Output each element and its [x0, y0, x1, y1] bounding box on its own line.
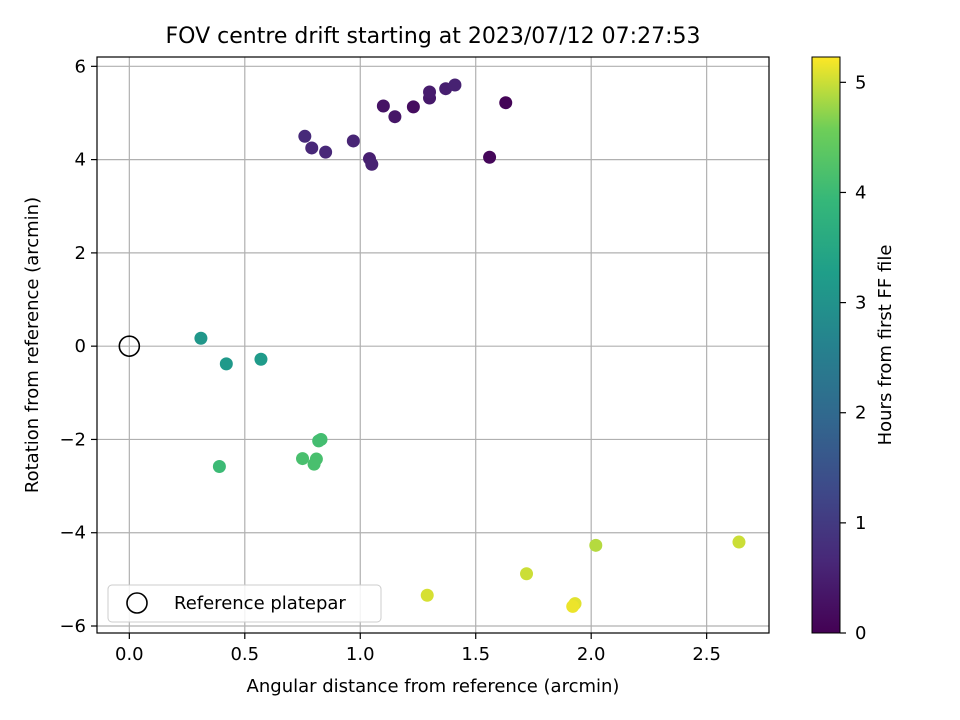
x-axis-label: Angular distance from reference (arcmin)	[247, 676, 620, 697]
data-point	[219, 357, 233, 371]
data-point	[589, 538, 603, 552]
colorbar-label: Hours from first FF file	[875, 245, 896, 446]
reference-platepar-marker	[118, 335, 141, 357]
colorbar: 0 1 2 3 4 5 Hours from first FF file	[811, 56, 896, 644]
data-point	[298, 129, 312, 143]
colorbar-tick-label: 5	[855, 72, 866, 93]
y-axis-ticks: −6 −4 −2 0 2 4 6	[59, 56, 97, 637]
data-point	[307, 457, 321, 471]
colorbar-ticks: 0 1 2 3 4 5	[840, 72, 866, 644]
chart-title: FOV centre drift starting at 2023/07/12 …	[166, 24, 701, 49]
plot-background	[97, 57, 769, 633]
x-tick-label: 2.5	[692, 644, 721, 665]
colorbar-tick-label: 1	[855, 513, 866, 534]
data-point	[305, 141, 319, 155]
data-point	[520, 567, 534, 581]
x-tick-label: 1.5	[461, 644, 490, 665]
data-point	[254, 352, 268, 366]
data-point	[420, 588, 434, 602]
data-point	[499, 96, 513, 110]
x-axis-ticks: 0.0 0.5 1.0 1.5 2.0 2.5	[115, 633, 721, 665]
x-tick-label: 2.0	[577, 644, 606, 665]
colorbar-tick-label: 0	[855, 623, 866, 644]
data-point	[346, 134, 360, 148]
data-point	[388, 110, 402, 124]
y-tick-label: −6	[59, 616, 86, 637]
colorbar-tick-label: 3	[855, 293, 866, 314]
colorbar-tick-label: 4	[855, 182, 866, 203]
y-tick-label: 4	[75, 150, 86, 171]
data-points	[194, 78, 746, 613]
x-tick-label: 1.0	[346, 644, 375, 665]
data-point	[365, 157, 379, 171]
data-point	[319, 145, 333, 159]
data-point	[314, 432, 328, 446]
plot-frame	[96, 56, 770, 634]
y-tick-label: −2	[59, 429, 86, 450]
legend-box	[107, 584, 382, 623]
x-tick-label: 0.5	[230, 644, 259, 665]
colorbar-tick-label: 2	[855, 403, 866, 424]
colorbar-gradient	[811, 56, 841, 634]
data-point	[483, 150, 497, 164]
data-point	[566, 599, 580, 613]
data-point	[732, 535, 746, 549]
legend-entry-label: Reference platepar	[174, 593, 346, 614]
data-point	[376, 99, 390, 113]
y-tick-label: 2	[75, 243, 86, 264]
y-axis-label: Rotation from reference (arcmin)	[22, 197, 43, 493]
y-tick-label: 0	[75, 336, 86, 357]
y-tick-label: −4	[59, 523, 86, 544]
data-point	[212, 459, 226, 473]
x-tick-label: 0.0	[115, 644, 144, 665]
grid-lines	[97, 57, 769, 633]
data-point	[296, 452, 310, 466]
y-tick-label: 6	[75, 56, 86, 77]
legend: Reference platepar	[107, 584, 382, 623]
data-point	[423, 85, 437, 99]
legend-marker-open-circle	[126, 592, 148, 614]
plot-area: 0.0 0.5 1.0 1.5 2.0 2.5 −6 −4 −2 0 2 4 6	[59, 56, 770, 665]
data-point	[448, 78, 462, 92]
data-point	[194, 331, 208, 345]
data-point	[406, 100, 420, 114]
